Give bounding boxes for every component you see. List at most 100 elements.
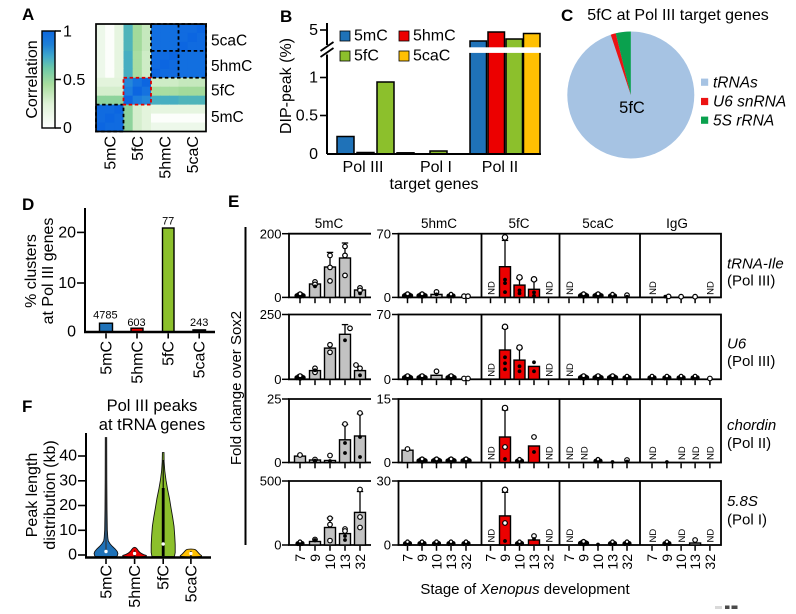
svg-text:5hmC: 5hmC xyxy=(413,28,456,45)
svg-text:7: 7 xyxy=(483,554,499,562)
svg-text:(Pol III): (Pol III) xyxy=(727,273,775,290)
svg-text:ND: ND xyxy=(648,529,659,543)
svg-text:C: C xyxy=(561,6,573,25)
svg-text:Correlation: Correlation xyxy=(24,40,41,118)
svg-text:0: 0 xyxy=(384,538,391,553)
svg-text:30: 30 xyxy=(377,474,391,489)
svg-text:200: 200 xyxy=(260,226,282,241)
svg-text:5caC: 5caC xyxy=(183,565,200,602)
svg-text:ND: ND xyxy=(486,363,497,377)
svg-text:5fC: 5fC xyxy=(619,99,645,117)
svg-text:ND: ND xyxy=(486,529,497,543)
svg-text:0: 0 xyxy=(274,455,281,470)
svg-text:5mC: 5mC xyxy=(99,565,116,599)
svg-text:0: 0 xyxy=(309,146,318,163)
svg-text:A: A xyxy=(22,5,34,24)
svg-text:E: E xyxy=(228,192,239,211)
svg-text:U6: U6 xyxy=(727,336,747,353)
svg-text:77: 77 xyxy=(162,216,174,228)
svg-text:5: 5 xyxy=(309,22,318,39)
svg-text:ND: ND xyxy=(565,446,576,460)
svg-text:at tRNA genes: at tRNA genes xyxy=(99,416,205,434)
svg-text:10: 10 xyxy=(58,275,76,292)
svg-text:7: 7 xyxy=(644,554,660,562)
svg-text:10: 10 xyxy=(673,554,689,570)
svg-text:ND: ND xyxy=(691,446,702,460)
svg-text:13: 13 xyxy=(605,554,621,570)
svg-text:(Pol III): (Pol III) xyxy=(727,353,775,370)
svg-text:0: 0 xyxy=(68,547,77,564)
svg-text:0: 0 xyxy=(67,324,76,341)
svg-text:ND: ND xyxy=(677,529,688,543)
svg-text:5mC: 5mC xyxy=(315,216,344,231)
svg-text:0: 0 xyxy=(384,455,391,470)
svg-text:5mC: 5mC xyxy=(354,28,388,45)
svg-text:13: 13 xyxy=(687,554,703,570)
svg-text:9: 9 xyxy=(414,554,430,562)
svg-text:5fC: 5fC xyxy=(354,48,379,65)
svg-text:13: 13 xyxy=(526,554,542,570)
svg-text:ND: ND xyxy=(706,529,717,543)
svg-text:32: 32 xyxy=(702,554,718,570)
svg-text:5hmC: 5hmC xyxy=(211,58,252,75)
svg-text:ND: ND xyxy=(565,529,576,543)
svg-text:243: 243 xyxy=(190,317,208,329)
svg-text:0: 0 xyxy=(384,372,391,387)
svg-text:40: 40 xyxy=(59,448,77,465)
svg-text:5caC: 5caC xyxy=(185,136,202,173)
svg-text:tRNAs: tRNAs xyxy=(713,75,758,92)
svg-text:250: 250 xyxy=(260,307,282,322)
svg-text:5hmC: 5hmC xyxy=(127,565,144,608)
svg-text:4785: 4785 xyxy=(93,310,117,322)
svg-text:5caC: 5caC xyxy=(211,33,247,50)
svg-text:F: F xyxy=(22,397,32,416)
svg-text:32: 32 xyxy=(619,554,635,570)
svg-text:distribution (kb): distribution (kb) xyxy=(42,440,59,549)
svg-text:Pol III: Pol III xyxy=(343,159,384,176)
svg-text:ND: ND xyxy=(544,529,555,543)
svg-text:9: 9 xyxy=(576,554,592,562)
svg-text:B: B xyxy=(280,7,292,26)
svg-text:10: 10 xyxy=(512,554,528,570)
svg-text:% clusters: % clusters xyxy=(23,234,40,308)
svg-text:ND: ND xyxy=(565,363,576,377)
svg-text:20: 20 xyxy=(58,225,76,242)
svg-text:70: 70 xyxy=(377,307,391,322)
svg-text:9: 9 xyxy=(659,554,675,562)
svg-text:0.5: 0.5 xyxy=(63,72,85,89)
svg-text:Pol III peaks: Pol III peaks xyxy=(107,397,198,415)
svg-text:ND: ND xyxy=(544,281,555,295)
svg-text:5fC: 5fC xyxy=(161,341,178,366)
svg-text:32: 32 xyxy=(352,554,368,570)
svg-text:ND: ND xyxy=(544,363,555,377)
svg-text:ND: ND xyxy=(677,446,688,460)
svg-text:1: 1 xyxy=(309,70,318,87)
svg-text:5caC: 5caC xyxy=(192,341,209,378)
svg-text:5caC: 5caC xyxy=(582,216,614,231)
svg-text:5S rRNA: 5S rRNA xyxy=(713,113,774,130)
svg-text:10: 10 xyxy=(322,554,338,570)
svg-text:5fC at Pol III target genes: 5fC at Pol III target genes xyxy=(587,7,768,24)
svg-text:0: 0 xyxy=(384,290,391,305)
svg-text:IgG: IgG xyxy=(666,216,688,231)
svg-text:0: 0 xyxy=(274,290,281,305)
svg-text:0: 0 xyxy=(274,538,281,553)
svg-text:70: 70 xyxy=(377,226,391,241)
svg-text:5caC: 5caC xyxy=(413,48,450,65)
svg-text:ND: ND xyxy=(544,446,555,460)
svg-text:Pol I: Pol I xyxy=(420,159,452,176)
svg-text:Peak length: Peak length xyxy=(24,453,41,538)
svg-text:U6 snRNA: U6 snRNA xyxy=(713,94,786,111)
svg-text:603: 603 xyxy=(127,317,145,329)
svg-text:ND: ND xyxy=(579,446,590,460)
svg-text:ND: ND xyxy=(706,281,717,295)
svg-text:Stage of Xenopus development: Stage of Xenopus development xyxy=(420,581,630,598)
svg-text:at Pol III genes: at Pol III genes xyxy=(40,218,57,325)
svg-text:500: 500 xyxy=(260,474,282,489)
svg-text:ND: ND xyxy=(706,446,717,460)
svg-text:32: 32 xyxy=(541,554,557,570)
svg-text:25: 25 xyxy=(267,392,281,407)
svg-text:0: 0 xyxy=(63,120,72,137)
svg-text:Fold change over Sox2: Fold change over Sox2 xyxy=(228,311,245,465)
svg-text:D: D xyxy=(22,195,34,214)
